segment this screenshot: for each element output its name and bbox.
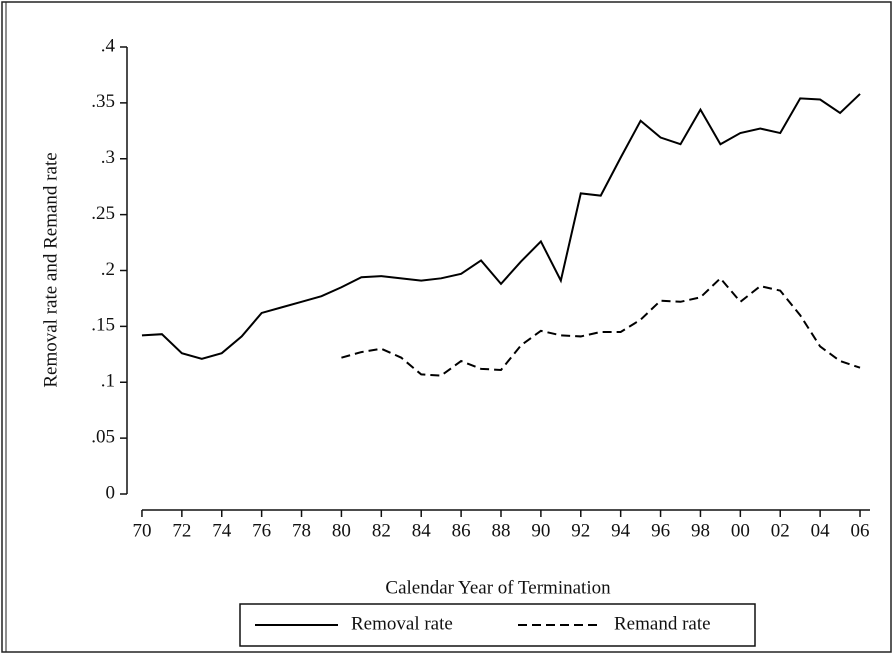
y-tick-label: 0 bbox=[106, 482, 116, 503]
y-tick-label: .25 bbox=[91, 203, 115, 224]
x-tick-label: 90 bbox=[531, 520, 550, 541]
x-tick-label: 88 bbox=[491, 520, 510, 541]
y-tick-label: .1 bbox=[101, 371, 115, 392]
series-line bbox=[341, 276, 861, 377]
x-axis-title: Calendar Year of Termination bbox=[385, 577, 611, 598]
x-tick-label: 04 bbox=[811, 520, 831, 541]
x-tick-label: 98 bbox=[691, 520, 710, 541]
legend-label: Remand rate bbox=[614, 613, 711, 634]
x-tick-label: 96 bbox=[651, 520, 670, 541]
y-tick-label: .35 bbox=[91, 91, 115, 112]
x-tick-label: 94 bbox=[611, 520, 631, 541]
x-tick-label: 86 bbox=[452, 520, 471, 541]
x-tick-label: 78 bbox=[292, 520, 311, 541]
y-tick-label: .4 bbox=[101, 35, 116, 56]
x-tick-label: 82 bbox=[372, 520, 391, 541]
y-axis-title: Removal rate and Remand rate bbox=[40, 152, 61, 387]
series-line bbox=[141, 93, 861, 360]
x-tick-label: 72 bbox=[172, 520, 191, 541]
x-tick-label: 74 bbox=[212, 520, 232, 541]
x-tick-label: 84 bbox=[412, 520, 432, 541]
x-tick-label: 02 bbox=[771, 520, 790, 541]
x-tick-label: 80 bbox=[332, 520, 351, 541]
y-tick-label: .3 bbox=[101, 147, 115, 168]
legend-label: Removal rate bbox=[351, 613, 453, 634]
x-tick-label: 06 bbox=[851, 520, 870, 541]
x-tick-label: 92 bbox=[571, 520, 590, 541]
x-tick-label: 70 bbox=[132, 520, 151, 541]
x-tick-label: 76 bbox=[252, 520, 271, 541]
legend-box bbox=[239, 603, 756, 647]
x-tick-label: 00 bbox=[731, 520, 750, 541]
y-tick-label: .15 bbox=[91, 315, 115, 336]
y-tick-label: .05 bbox=[91, 426, 115, 447]
y-tick-label: .2 bbox=[101, 259, 115, 280]
